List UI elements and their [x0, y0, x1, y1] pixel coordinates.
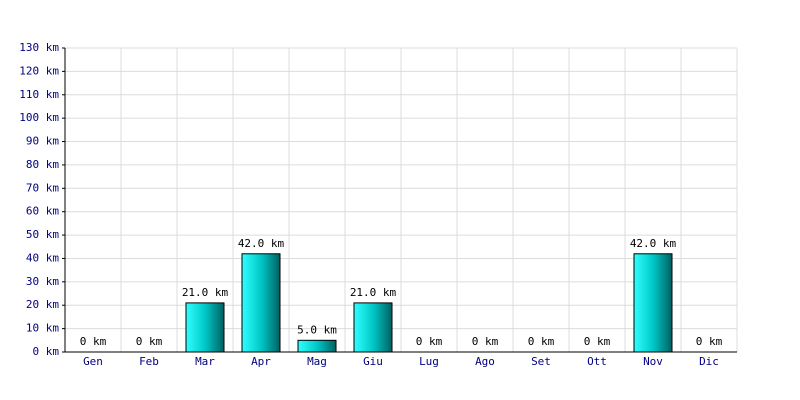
y-tick-label: 110 km — [19, 88, 59, 101]
x-tick-label: Mar — [195, 355, 215, 368]
value-label: 0 km — [416, 335, 443, 348]
bar — [633, 253, 673, 353]
y-tick-label: 50 km — [26, 228, 59, 241]
y-tick-label: 10 km — [26, 322, 59, 335]
y-tick-label: 120 km — [19, 64, 59, 77]
y-tick-label: 80 km — [26, 158, 59, 171]
y-tick-label: 100 km — [19, 111, 59, 124]
x-tick-label: Lug — [419, 355, 439, 368]
x-tick-label: Gen — [83, 355, 103, 368]
value-label: 42.0 km — [630, 237, 677, 250]
y-tick-label: 130 km — [19, 41, 59, 54]
x-tick-label: Apr — [251, 355, 271, 368]
value-label: 5.0 km — [297, 323, 337, 336]
x-tick-label: Dic — [699, 355, 719, 368]
y-tick-label: 40 km — [26, 251, 59, 264]
y-tick-label: 90 km — [26, 135, 59, 148]
x-tick-label: Giu — [363, 355, 383, 368]
value-label: 42.0 km — [238, 237, 285, 250]
x-tick-label: Ago — [475, 355, 495, 368]
y-tick-label: 30 km — [26, 275, 59, 288]
value-label: 0 km — [584, 335, 611, 348]
bar — [185, 302, 225, 353]
value-label: 0 km — [528, 335, 555, 348]
x-tick-label: Nov — [643, 355, 663, 368]
value-label: 0 km — [472, 335, 499, 348]
y-tick-label: 60 km — [26, 205, 59, 218]
y-tick-label: 70 km — [26, 181, 59, 194]
bar — [241, 253, 281, 353]
x-tick-label: Feb — [139, 355, 159, 368]
y-tick-label: 20 km — [26, 298, 59, 311]
y-tick-label: 0 km — [33, 345, 60, 358]
value-label: 21.0 km — [182, 286, 229, 299]
x-tick-label: Mag — [307, 355, 327, 368]
x-tick-label: Ott — [587, 355, 607, 368]
bar — [297, 339, 337, 353]
bar — [353, 302, 393, 353]
value-label: 0 km — [80, 335, 107, 348]
value-label: 0 km — [136, 335, 163, 348]
value-label: 0 km — [696, 335, 723, 348]
value-label: 21.0 km — [350, 286, 397, 299]
x-tick-label: Set — [531, 355, 551, 368]
